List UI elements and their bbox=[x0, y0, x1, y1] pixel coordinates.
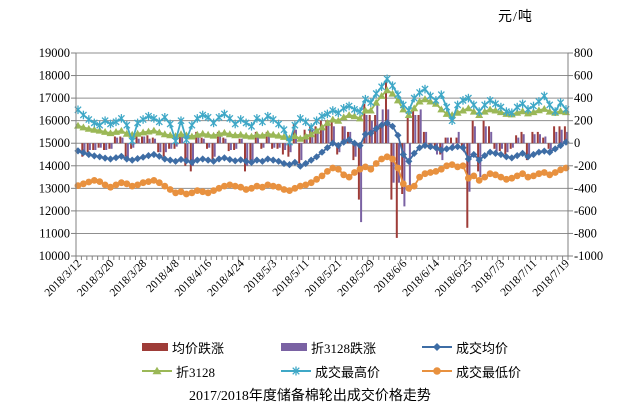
svg-text:200: 200 bbox=[574, 114, 593, 128]
series-z3128-change-bars bbox=[83, 103, 569, 223]
legend-item-low-price: 成交最低价 bbox=[422, 363, 522, 380]
legend-item-high-price: 成交最高价 bbox=[281, 363, 381, 380]
low-price-marker-icon bbox=[422, 365, 452, 377]
svg-text:-600: -600 bbox=[574, 204, 597, 218]
series-high-price-line bbox=[74, 74, 570, 147]
svg-text:14000: 14000 bbox=[39, 159, 70, 173]
svg-text:11000: 11000 bbox=[39, 226, 70, 240]
svg-text:16000: 16000 bbox=[39, 114, 70, 128]
svg-text:10000: 10000 bbox=[39, 249, 70, 263]
svg-text:-400: -400 bbox=[574, 181, 597, 195]
legend-label: 均价跌涨 bbox=[172, 340, 225, 356]
legend-item-avg-price: 成交均价 bbox=[422, 339, 509, 356]
axis-unit-label: 元/吨 bbox=[498, 10, 533, 25]
svg-text:17000: 17000 bbox=[39, 91, 70, 105]
legend-label: 折3128跌涨 bbox=[311, 340, 377, 356]
svg-text:-1000: -1000 bbox=[574, 249, 603, 263]
legend-label: 成交均价 bbox=[456, 340, 509, 356]
svg-text:0: 0 bbox=[574, 136, 580, 150]
axes bbox=[71, 52, 573, 260]
svg-text:18000: 18000 bbox=[39, 69, 70, 83]
svg-text:800: 800 bbox=[574, 46, 593, 60]
z3128-marker-icon bbox=[142, 365, 172, 377]
legend-label: 成交最高价 bbox=[315, 364, 381, 380]
z3128-change-swatch-icon bbox=[281, 343, 307, 351]
chart-legend: 均价跌涨 折3128跌涨 成交均价 折3128 成交最高价 成交最低价 bbox=[0, 333, 620, 381]
legend-label: 折3128 bbox=[176, 364, 216, 380]
avg-price-change-swatch-icon bbox=[142, 343, 168, 351]
svg-text:15000: 15000 bbox=[39, 136, 70, 150]
svg-text:400: 400 bbox=[574, 91, 593, 105]
legend-label: 成交最低价 bbox=[456, 364, 522, 380]
svg-text:600: 600 bbox=[574, 69, 593, 83]
series-low-price-line bbox=[74, 153, 570, 198]
svg-text:-800: -800 bbox=[574, 226, 597, 240]
legend-item-z3128-change: 折3128跌涨 bbox=[281, 339, 377, 356]
series-avg-price-line bbox=[74, 119, 570, 170]
svg-text:12000: 12000 bbox=[39, 204, 70, 218]
svg-text:-200: -200 bbox=[574, 159, 597, 173]
legend-item-avg-price-change: 均价跌涨 bbox=[142, 339, 225, 356]
chart-title: 2017/2018年度储备棉轮出成交价格走势 bbox=[189, 389, 431, 404]
svg-text:13000: 13000 bbox=[39, 181, 70, 195]
series-avg-price-change-bars bbox=[81, 81, 566, 238]
legend-item-z3128: 折3128 bbox=[142, 363, 216, 380]
svg-text:19000: 19000 bbox=[39, 46, 70, 60]
avg-price-marker-icon bbox=[422, 341, 452, 353]
high-price-marker-icon bbox=[281, 365, 311, 377]
